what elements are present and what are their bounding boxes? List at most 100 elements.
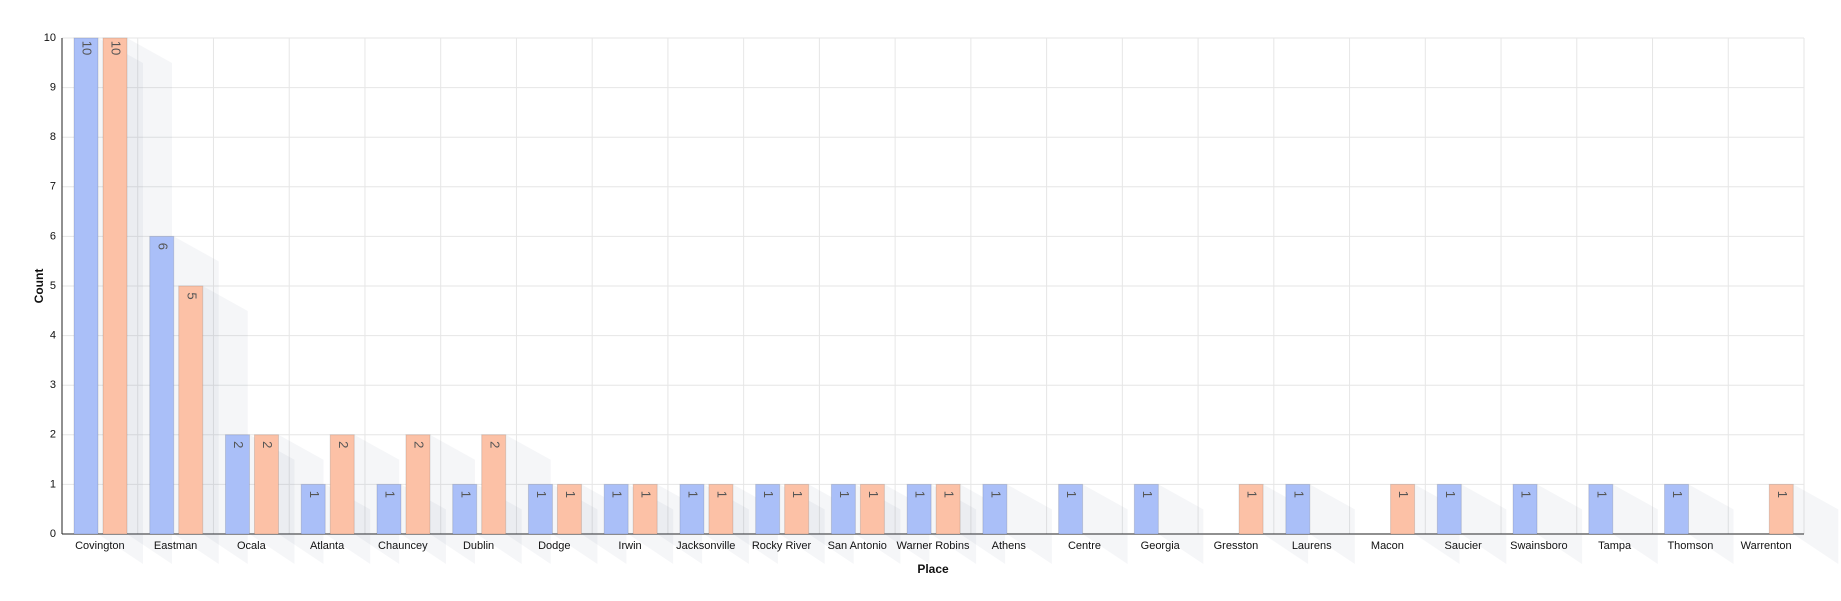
x-tick-label: Warner Robins bbox=[897, 540, 970, 552]
x-tick-label: Thomson bbox=[1667, 540, 1713, 552]
value-label: 10 bbox=[80, 41, 95, 55]
value-label: 1 bbox=[1245, 491, 1260, 498]
value-label: 2 bbox=[412, 441, 427, 448]
value-label: 1 bbox=[790, 491, 805, 498]
bar-shadow bbox=[1461, 484, 1507, 564]
bar bbox=[102, 37, 128, 535]
x-tick-label: Gresston bbox=[1214, 540, 1259, 552]
value-label: 1 bbox=[913, 491, 928, 498]
y-tick-label: 1 bbox=[50, 478, 56, 490]
bar bbox=[73, 37, 99, 535]
value-label: 1 bbox=[1140, 491, 1155, 498]
bar bbox=[527, 483, 553, 535]
x-tick-label: San Antonio bbox=[828, 540, 887, 552]
bar-shadow bbox=[1537, 484, 1583, 564]
value-label: 1 bbox=[307, 491, 322, 498]
value-label: 1 bbox=[866, 491, 881, 498]
bar bbox=[935, 483, 961, 535]
bar-shadow bbox=[1309, 484, 1355, 564]
value-label: 1 bbox=[1594, 491, 1609, 498]
bar bbox=[1133, 483, 1159, 535]
value-label: 1 bbox=[1396, 491, 1411, 498]
value-label: 2 bbox=[231, 441, 246, 448]
y-tick-label: 9 bbox=[50, 82, 56, 94]
bar bbox=[405, 434, 431, 535]
value-label: 1 bbox=[383, 491, 398, 498]
value-label: 1 bbox=[1291, 491, 1306, 498]
bar bbox=[982, 483, 1008, 535]
value-label: 1 bbox=[1064, 491, 1079, 498]
bar bbox=[556, 483, 582, 535]
bar bbox=[859, 483, 885, 535]
value-label: 1 bbox=[837, 491, 852, 498]
y-tick-label: 0 bbox=[50, 528, 56, 540]
bar bbox=[1436, 483, 1462, 535]
y-tick-label: 8 bbox=[50, 131, 56, 143]
x-tick-label: Warrenton bbox=[1741, 540, 1792, 552]
bar bbox=[329, 434, 355, 535]
value-label: 1 bbox=[1775, 491, 1790, 498]
bar bbox=[1285, 483, 1311, 535]
value-label: 2 bbox=[260, 441, 275, 448]
bar bbox=[1664, 483, 1690, 535]
bar bbox=[632, 483, 658, 535]
bar bbox=[481, 434, 507, 535]
bar bbox=[1768, 483, 1794, 535]
x-tick-label: Chauncey bbox=[378, 540, 428, 552]
bar bbox=[1512, 483, 1538, 535]
x-tick-label: Eastman bbox=[154, 540, 197, 552]
bar bbox=[452, 483, 478, 535]
bar bbox=[603, 483, 629, 535]
x-tick-label: Tampa bbox=[1598, 540, 1632, 552]
bar-shadow bbox=[1006, 484, 1052, 564]
bar bbox=[679, 483, 705, 535]
bar bbox=[1390, 483, 1416, 535]
bar bbox=[300, 483, 326, 535]
bar bbox=[784, 483, 810, 535]
value-label: 1 bbox=[714, 491, 729, 498]
bar-shadow bbox=[1612, 484, 1658, 564]
x-tick-label: Georgia bbox=[1141, 540, 1181, 552]
bar bbox=[178, 285, 204, 535]
value-label: 1 bbox=[563, 491, 578, 498]
bar bbox=[830, 483, 856, 535]
bar-shadow bbox=[1793, 484, 1839, 564]
bar bbox=[149, 235, 175, 535]
bar bbox=[906, 483, 932, 535]
x-tick-label: Saucier bbox=[1445, 540, 1483, 552]
bar bbox=[376, 483, 402, 535]
x-tick-label: Swainsboro bbox=[1510, 540, 1567, 552]
x-tick-label: Jacksonville bbox=[676, 540, 735, 552]
value-label: 1 bbox=[685, 491, 700, 498]
value-label: 1 bbox=[1443, 491, 1458, 498]
value-label: 1 bbox=[942, 491, 957, 498]
y-tick-label: 10 bbox=[44, 32, 56, 44]
y-tick-label: 4 bbox=[50, 330, 56, 342]
value-label: 1 bbox=[988, 491, 1003, 498]
bar bbox=[1238, 483, 1264, 535]
bar bbox=[253, 434, 279, 535]
value-label: 2 bbox=[487, 441, 502, 448]
x-tick-label: Irwin bbox=[618, 540, 641, 552]
bar bbox=[1588, 483, 1614, 535]
value-label: 1 bbox=[1670, 491, 1685, 498]
bar bbox=[708, 483, 734, 535]
x-tick-label: Centre bbox=[1068, 540, 1101, 552]
x-tick-label: Dodge bbox=[538, 540, 570, 552]
bar bbox=[755, 483, 781, 535]
x-tick-label: Laurens bbox=[1292, 540, 1332, 552]
value-label: 1 bbox=[639, 491, 654, 498]
value-label: 6 bbox=[155, 243, 170, 250]
y-tick-label: 6 bbox=[50, 230, 56, 242]
value-label: 1 bbox=[1519, 491, 1534, 498]
bar bbox=[1058, 483, 1084, 535]
y-tick-label: 3 bbox=[50, 379, 56, 391]
x-tick-label: Macon bbox=[1371, 540, 1404, 552]
x-tick-label: Athens bbox=[992, 540, 1027, 552]
value-label: 5 bbox=[184, 292, 199, 299]
x-tick-label: Dublin bbox=[463, 540, 494, 552]
bar-shadow bbox=[1082, 484, 1128, 564]
x-tick-label: Rocky River bbox=[752, 540, 812, 552]
